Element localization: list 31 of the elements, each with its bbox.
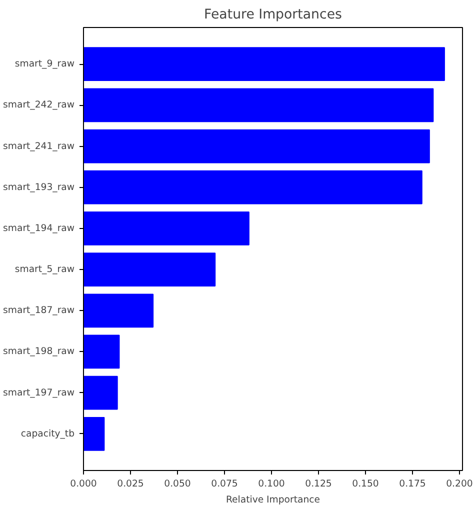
bar: [84, 212, 250, 246]
bar: [84, 170, 422, 204]
y-tick-label: capacity_tb: [20, 428, 75, 440]
x-tick-label: 0.050: [164, 478, 191, 490]
y-tick-label: smart_187_raw: [3, 305, 75, 316]
bar: [84, 376, 118, 410]
x-tick-label: 0.175: [399, 478, 426, 490]
x-tick-label: 0.200: [446, 478, 473, 490]
x-tick-label: 0.025: [117, 478, 144, 490]
bar: [84, 294, 154, 328]
y-tick-label: smart_241_raw: [3, 140, 75, 152]
x-tick-label: 0.125: [305, 478, 332, 490]
y-tick-label: smart_197_raw: [3, 387, 75, 398]
bar: [84, 88, 434, 122]
y-tick-label: smart_193_raw: [3, 182, 75, 193]
bar: [84, 416, 105, 451]
x-tick-label: 0.100: [258, 478, 285, 490]
x-tick-label: 0.000: [70, 478, 97, 490]
bar: [84, 252, 216, 286]
bar: [84, 47, 445, 82]
y-tick-label: smart_194_raw: [3, 222, 75, 234]
y-tick-label: smart_242_raw: [3, 100, 75, 111]
y-tick-label: smart_198_raw: [3, 346, 75, 358]
bar: [84, 129, 430, 164]
x-tick-label: 0.150: [352, 478, 379, 490]
x-axis-title: Relative Importance: [226, 494, 320, 506]
bar: [84, 334, 120, 369]
x-tick-label: 0.075: [211, 478, 238, 490]
y-tick-label: smart_9_raw: [14, 58, 75, 70]
chart-title: Feature Importances: [204, 8, 342, 22]
y-tick-label: smart_5_raw: [14, 264, 75, 276]
